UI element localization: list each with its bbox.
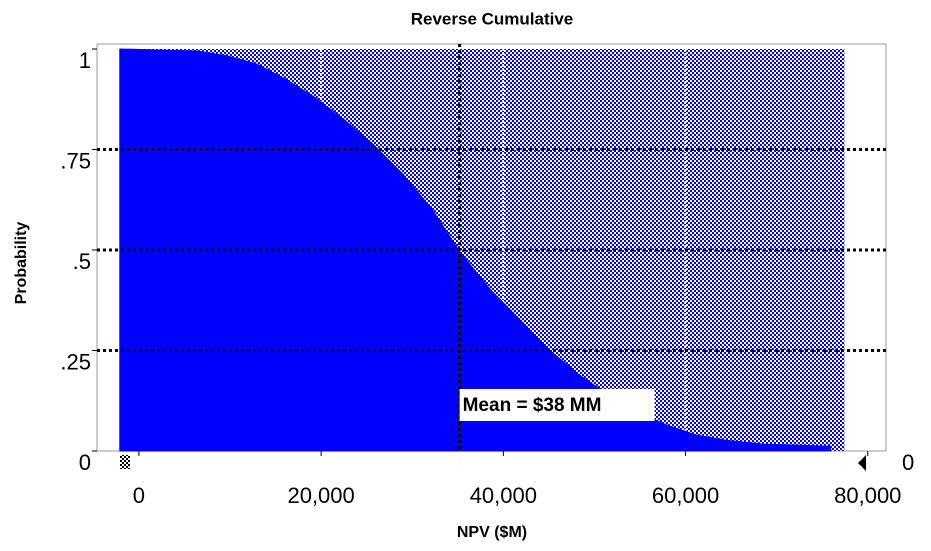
y-tick-label: .25 [60, 349, 91, 374]
right-grabber [858, 455, 866, 471]
y-axis-title: Probability [13, 222, 30, 305]
y-tick-label: .5 [73, 249, 91, 274]
y-tick-label: 0 [79, 450, 91, 475]
mean-label: Mean = $38 MM [463, 395, 602, 416]
y2-tick-label: 0 [902, 450, 914, 475]
x-tick-label: 0 [133, 483, 145, 508]
x-tick-label: 80,000 [834, 483, 901, 508]
x-axis-title: NPV ($M) [457, 524, 527, 541]
x-tick-label: 20,000 [287, 483, 354, 508]
y-axis-title-box [11, 186, 33, 340]
x-tick-label: 40,000 [470, 483, 537, 508]
y-tick-label: 1 [79, 48, 91, 73]
x-tick-label: 60,000 [652, 483, 719, 508]
mean-label-box [459, 389, 655, 421]
chart-title: Reverse Cumulative [411, 9, 574, 28]
left-grabber [120, 455, 130, 469]
y-tick-label: .75 [60, 148, 91, 173]
